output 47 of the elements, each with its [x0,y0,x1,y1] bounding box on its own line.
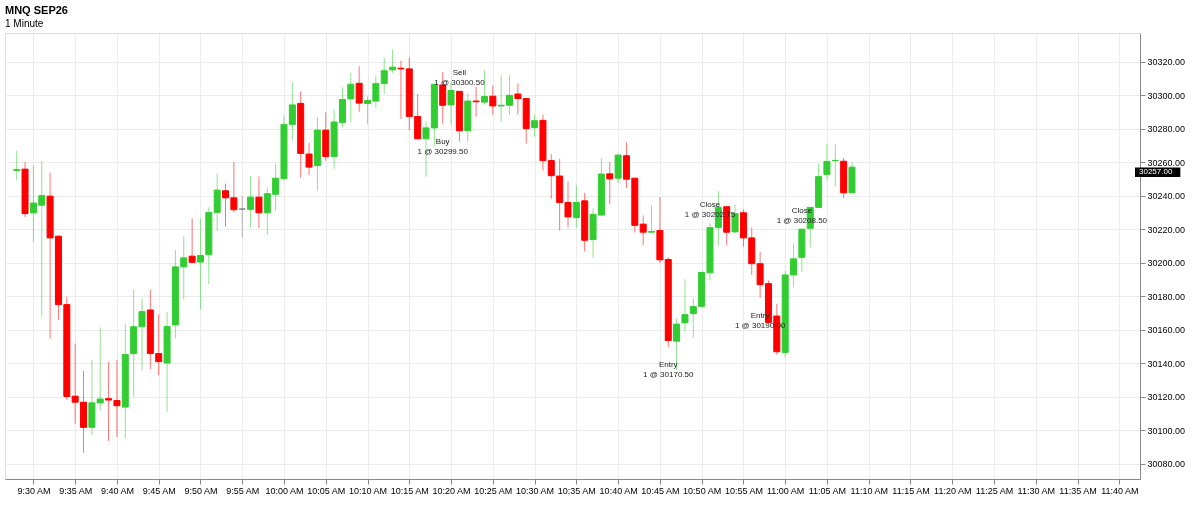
x-tick-label: 11:05 AM [808,485,847,496]
annotation: Buy 1 @ 30299.50 [417,136,469,156]
y-tick-label: 30260.00 [1147,157,1186,168]
x-tick-label: 10:05 AM [307,485,346,496]
y-tick-label: 30100.00 [1147,425,1186,436]
x-tick-label: 10:10 AM [349,485,388,496]
y-tick-label: 30120.00 [1147,392,1186,403]
text: 30257.00 [1139,167,1173,177]
annotation: Close 1 @ 30202.75 [684,200,736,220]
x-tick-label: 10:30 AM [516,485,555,496]
x-tick-label: 9:40 AM [100,485,134,496]
y-tick-label: 30180.00 [1147,291,1186,302]
chart-title: MNQ SEP26 [5,4,68,16]
x-tick-label: 9:50 AM [184,485,218,496]
x-tick-label: 11:35 AM [1059,485,1097,496]
y-tick-label: 30300.00 [1147,90,1186,101]
x-tick-label: 9:35 AM [59,485,93,496]
x-tick-label: 10:50 AM [683,485,722,496]
y-tick-label: 30280.00 [1147,124,1186,135]
chart-subtitle: 1 Minute [5,18,44,29]
x-tick-label: 11:40 AM [1101,485,1139,496]
x-tick-label: 9:55 AM [226,485,260,496]
x-tick-label: 10:25 AM [474,485,513,496]
x-tick-label: 11:20 AM [934,485,972,496]
x-tick-label: 11:25 AM [975,485,1014,496]
x-tick-label: 11:30 AM [1017,485,1055,496]
x-tick-label: 11:10 AM [850,485,888,496]
y-tick-label: 30320.00 [1147,57,1186,67]
x-tick-label: 10:40 AM [599,485,638,496]
y-tick-label: 30080.00 [1147,459,1186,470]
x-tick-label: 9:30 AM [17,485,51,496]
y-tick-label: 30140.00 [1147,358,1186,369]
x-tick-label: 11:00 AM [767,485,805,496]
y-tick-label: 30220.00 [1147,224,1186,235]
x-tick-label: 10:55 AM [724,485,763,496]
y-tick-label: 30200.00 [1147,258,1186,269]
x-tick-label: 11:15 AM [892,485,930,496]
x-tick-label: 10:45 AM [641,485,680,496]
y-tick-label: 30240.00 [1147,191,1186,202]
x-tick-label: 10:15 AM [390,485,429,496]
x-tick-label: 10:35 AM [557,485,596,496]
annotation: Sell 1 @ 30300.50 [434,67,486,87]
x-tick-label: 9:45 AM [142,485,176,496]
x-tick-label: 10:20 AM [432,485,471,496]
y-tick-label: 30160.00 [1147,325,1186,336]
x-tick-label: 10:00 AM [265,485,304,496]
annotation: Entry 1 @ 30170.50 [643,359,694,379]
